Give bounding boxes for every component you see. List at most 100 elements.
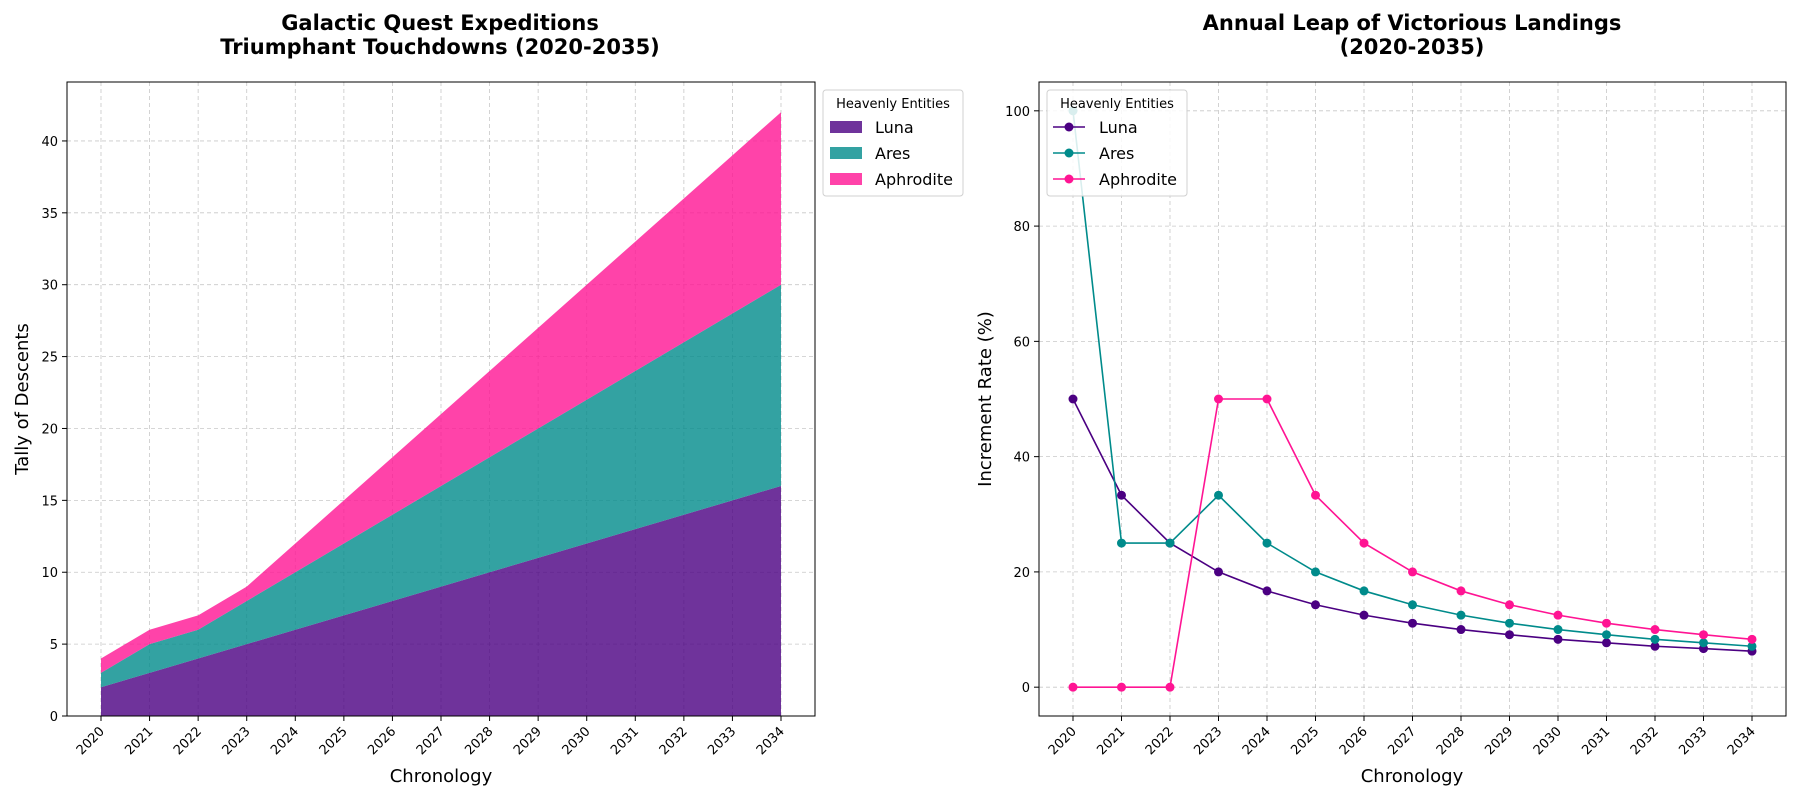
right-x-tick-label: 2026 [1337, 724, 1371, 758]
right-x-tick-label: 2025 [1288, 724, 1322, 758]
point-luna [1262, 586, 1272, 596]
point-luna [1311, 600, 1320, 610]
left-y-axis-label: Tally of Descents [12, 323, 33, 476]
right-x-ticks: 2020 2021 2022 2023 2024 2025 2026 2027 2028 2029… [1046, 716, 1759, 758]
right-x-axis-label: Chronology [1361, 766, 1464, 787]
left-x-tick-label: 2028 [462, 724, 496, 758]
left-x-tick-label: 2026 [365, 724, 399, 758]
right-legend-label-aphrodite: Aphrodite [1099, 170, 1177, 189]
point-ares [1408, 600, 1417, 610]
point-ares [1456, 610, 1466, 620]
left-legend-swatch-luna [830, 121, 862, 133]
left-x-tick-label: 2032 [657, 724, 691, 758]
point-ares [1602, 630, 1611, 640]
left-x-tick-label: 2027 [414, 724, 448, 758]
left-y-tick-label: 5 [50, 638, 58, 653]
left-y-tick-label: 35 [41, 207, 58, 222]
right-chart-title-line2: (2020-2035) [1340, 35, 1485, 59]
left-y-tick-label: 10 [41, 566, 58, 581]
right-legend: Heavenly Entities Luna Ares Aphrodite [1046, 89, 1188, 197]
point-aphrodite [1359, 538, 1369, 548]
right-x-tick-label: 2033 [1676, 724, 1710, 758]
left-x-tick-label: 2029 [511, 724, 545, 758]
point-ares [1359, 586, 1369, 596]
left-chart-title-line1: Galactic Quest Expeditions [281, 11, 599, 35]
right-y-axis-label: Increment Rate (%) [975, 311, 996, 487]
right-x-tick-label: 2021 [1094, 724, 1128, 758]
point-luna [1602, 638, 1611, 648]
point-luna [1068, 394, 1078, 404]
point-luna [1117, 490, 1126, 500]
right-x-tick-label: 2023 [1191, 724, 1225, 758]
right-legend-marker-aphrodite [1053, 174, 1085, 184]
left-area-layers [101, 112, 781, 716]
point-ares [1553, 625, 1563, 635]
point-aphrodite [1602, 618, 1611, 628]
point-ares [1699, 638, 1708, 648]
right-y-tick-label: 80 [1013, 220, 1030, 235]
point-ares [1650, 634, 1660, 644]
point-luna [1456, 625, 1466, 635]
left-x-tick-label: 2025 [317, 724, 351, 758]
left-legend-swatch-aphrodite [830, 173, 862, 185]
right-x-tick-label: 2030 [1531, 724, 1565, 758]
left-x-ticks: 2020 2021 2022 2023 2024 2025 2026 2027 2028 2029… [74, 716, 788, 758]
right-y-tick-label: 0 [1022, 681, 1030, 696]
point-ares [1311, 567, 1320, 577]
left-legend-label-luna: Luna [875, 118, 914, 137]
left-legend: Heavenly Entities Luna Ares Aphrodite [822, 89, 964, 197]
point-aphrodite [1068, 682, 1078, 692]
left-legend-label-aphrodite: Aphrodite [875, 170, 953, 189]
left-x-tick-label: 2023 [220, 724, 254, 758]
left-y-tick-label: 20 [41, 422, 58, 437]
point-luna [1650, 641, 1660, 651]
right-legend-box [1046, 89, 1188, 197]
left-x-tick-label: 2033 [705, 724, 739, 758]
right-x-tick-label: 2024 [1240, 724, 1274, 758]
point-aphrodite [1747, 634, 1757, 644]
point-luna [1408, 618, 1417, 628]
point-aphrodite [1505, 600, 1514, 610]
point-luna [1359, 610, 1369, 620]
left-y-tick-label: 25 [41, 351, 58, 366]
right-y-tick-label: 60 [1013, 335, 1030, 350]
right-y-tick-label: 20 [1013, 566, 1030, 581]
left-legend-box [822, 89, 964, 197]
point-aphrodite [1650, 625, 1660, 635]
right-legend-marker-ares [1053, 148, 1085, 158]
left-chart-title-line2: Triumphant Touchdowns (2020-2035) [220, 35, 660, 59]
right-series-lines [1068, 106, 1757, 692]
left-x-tick-label: 2034 [754, 724, 788, 758]
point-ares [1165, 538, 1175, 548]
area-luna [101, 485, 781, 716]
line-chart: Annual Leap of Victorious Landings (2020… [975, 11, 1787, 787]
right-y-tick-label: 100 [1005, 105, 1030, 120]
right-legend-title: Heavenly Entities [1060, 97, 1174, 112]
right-x-tick-label: 2029 [1482, 724, 1516, 758]
point-ares [1747, 641, 1757, 651]
right-x-tick-label: 2020 [1046, 724, 1080, 758]
point-aphrodite [1165, 682, 1175, 692]
left-x-tick-label: 2024 [268, 724, 302, 758]
left-y-tick-label: 30 [41, 279, 58, 294]
left-legend-label-ares: Ares [875, 144, 910, 163]
right-chart-title-line1: Annual Leap of Victorious Landings [1203, 11, 1622, 35]
point-aphrodite [1117, 682, 1126, 692]
left-y-ticks: 0 5 10 15 20 25 30 35 40 [41, 135, 67, 725]
stacked-area-chart: Galactic Quest Expeditions Triumphant To… [12, 11, 964, 787]
right-y-tick-label: 40 [1013, 451, 1030, 466]
point-aphrodite [1214, 394, 1223, 404]
right-y-ticks: 0 20 40 60 80 100 [1005, 105, 1039, 696]
right-x-tick-label: 2022 [1143, 724, 1177, 758]
point-aphrodite [1456, 586, 1466, 596]
left-x-tick-label: 2030 [560, 724, 594, 758]
point-aphrodite [1553, 610, 1563, 620]
right-x-tick-label: 2031 [1579, 724, 1613, 758]
point-luna [1553, 634, 1563, 644]
left-y-tick-label: 0 [50, 710, 58, 725]
point-aphrodite [1311, 490, 1320, 500]
point-ares [1262, 538, 1272, 548]
left-x-tick-label: 2022 [171, 724, 205, 758]
right-legend-marker-luna [1053, 122, 1085, 132]
